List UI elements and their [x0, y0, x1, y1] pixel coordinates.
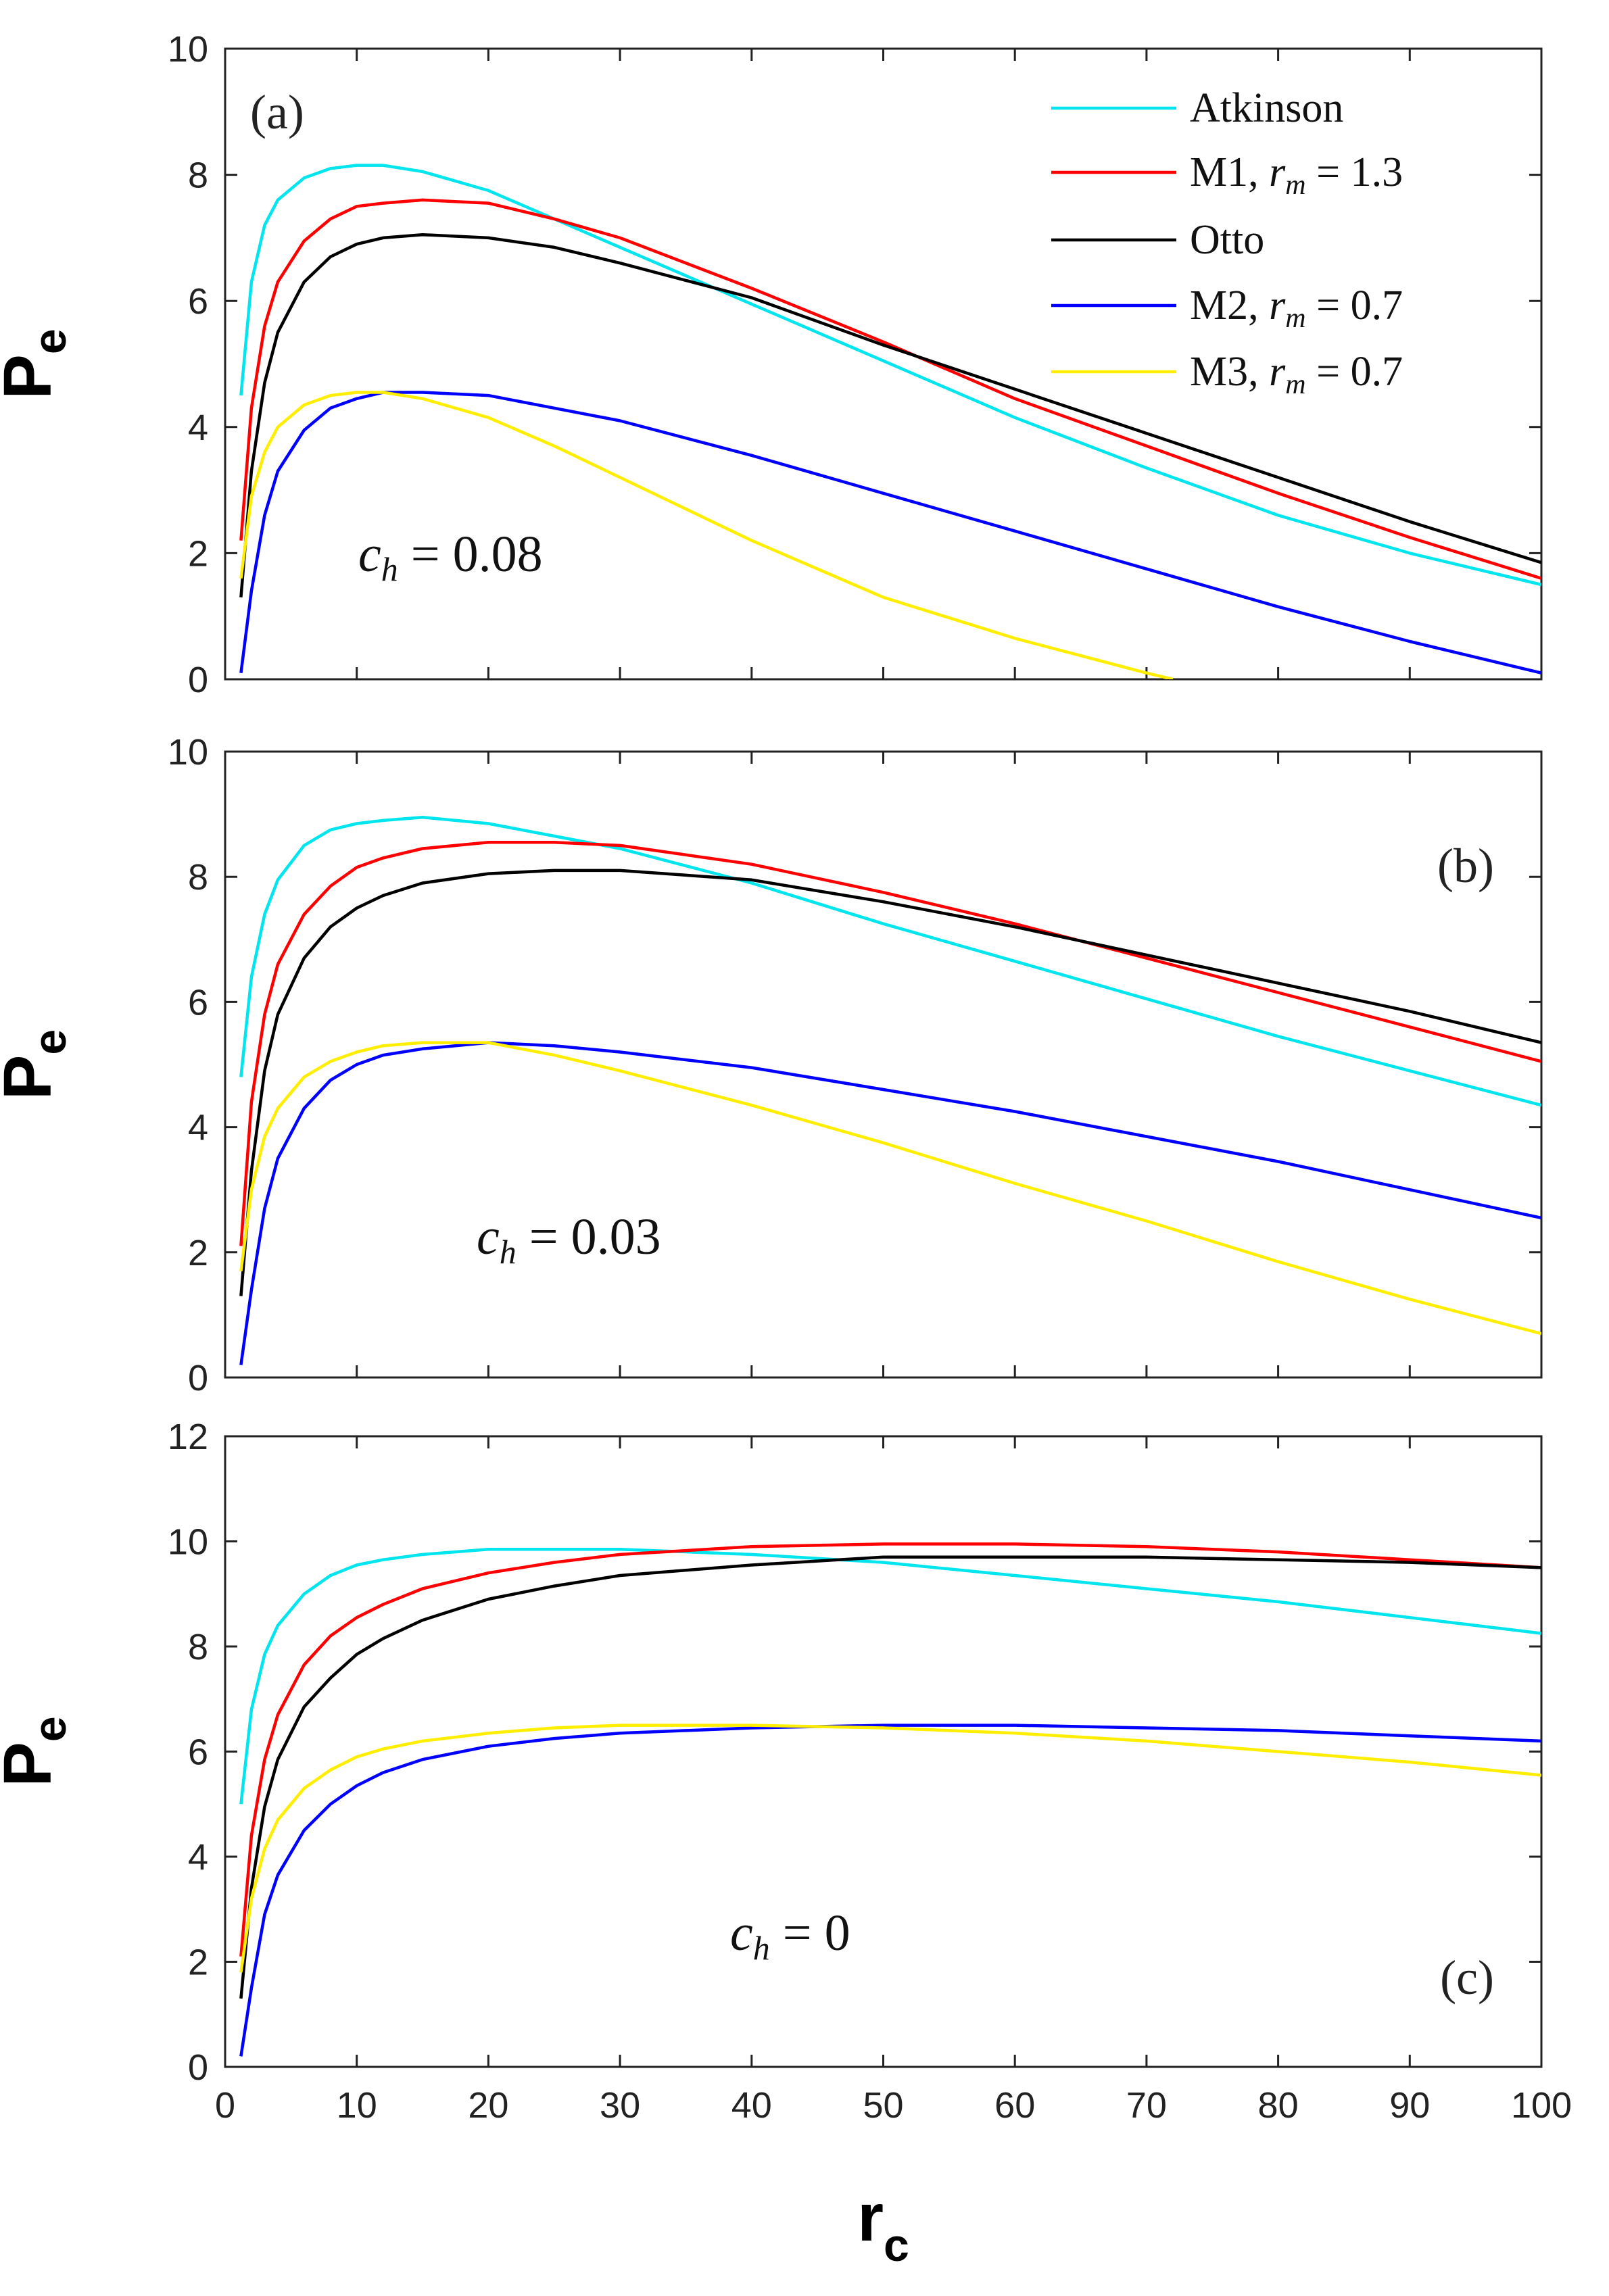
legend-var: r	[1269, 149, 1286, 195]
x-axis-title-main: r	[857, 2180, 884, 2255]
annot-var: c	[730, 1905, 753, 1961]
series-line-m3	[239, 1724, 1541, 1973]
legend-label: Otto	[1190, 217, 1264, 263]
panel-letter: (c)	[1440, 1951, 1494, 2005]
annot-value: = 0	[770, 1905, 850, 1961]
legend-label: M2,	[1190, 283, 1269, 328]
series-line-m2	[239, 391, 1541, 675]
y-tick-label: 10	[168, 1522, 208, 1563]
y-tick-label: 2	[188, 533, 208, 574]
panel-b: 0 2 4 6 8 10 Pe ch = 0.03 (b)	[0, 732, 1543, 1398]
series-line-otto	[239, 233, 1541, 597]
x-tick-label: 0	[215, 2085, 235, 2126]
x-axis-title-sub: c	[884, 2220, 909, 2271]
x-tick-label: 80	[1258, 2085, 1299, 2126]
x-axis-title: rc	[857, 2180, 909, 2271]
plot-frame	[224, 750, 1543, 1379]
series-line-atkinson	[239, 164, 1541, 587]
y-axis-title: Pe	[0, 1029, 76, 1100]
legend-var: r	[1269, 349, 1286, 395]
y-axis-title-main: P	[0, 354, 66, 399]
legend-label: M1,	[1190, 149, 1269, 195]
x-tick-label: 100	[1511, 2085, 1572, 2126]
plot-frame	[224, 47, 1543, 681]
y-tick-label: 10	[168, 29, 208, 70]
y-axis-title-sub: e	[24, 1029, 76, 1055]
series-line-otto	[239, 869, 1541, 1296]
legend-entry: Otto	[1190, 217, 1264, 263]
x-tick-label: 40	[731, 2085, 772, 2126]
y-axis-title-main: P	[0, 1055, 66, 1100]
y-axis-title: Pe	[0, 328, 76, 399]
annot-sub: h	[381, 550, 398, 588]
legend-label: Atkinson	[1190, 85, 1343, 131]
y-tick-label: 0	[188, 2047, 208, 2088]
legend-entry: M1, rm = 1.3	[1190, 149, 1403, 201]
legend-value: = 0.7	[1306, 349, 1403, 395]
y-axis-title: Pe	[0, 1716, 76, 1787]
legend-value: = 1.3	[1306, 149, 1403, 195]
x-tick-label: 70	[1126, 2085, 1167, 2126]
x-tick-label: 20	[468, 2085, 508, 2126]
legend-entry: M2, rm = 0.7	[1190, 283, 1403, 334]
series-line-m3	[239, 1041, 1541, 1336]
plot-frame	[224, 1435, 1543, 2068]
legend-value: = 0.7	[1306, 283, 1403, 328]
x-tick-label: 10	[337, 2085, 377, 2126]
y-tick-label: 0	[188, 660, 208, 700]
y-tick-label: 4	[188, 1108, 208, 1148]
legend-var: r	[1269, 283, 1286, 328]
legend-sub: m	[1285, 170, 1305, 201]
ch-annotation: ch = 0	[730, 1905, 850, 1967]
x-tick-label: 90	[1389, 2085, 1430, 2126]
annot-value: = 0.08	[398, 526, 543, 583]
y-tick-label: 8	[188, 155, 208, 196]
y-axis-title-main: P	[0, 1742, 66, 1787]
series-line-m3	[239, 391, 1174, 679]
x-tick-label: 30	[600, 2085, 640, 2126]
y-tick-label: 6	[188, 281, 208, 322]
y-axis-title-sub: e	[24, 1716, 76, 1742]
legend-label: M3,	[1190, 349, 1269, 395]
ch-annotation: ch = 0.08	[358, 526, 543, 588]
series-line-atkinson	[239, 815, 1541, 1107]
y-tick-label: 12	[168, 1417, 208, 1457]
legend-sub: m	[1285, 303, 1305, 334]
y-tick-label: 8	[188, 1627, 208, 1667]
annot-sub: h	[753, 1929, 770, 1967]
legend-entry: M3, rm = 0.7	[1190, 349, 1403, 400]
legend-sub: m	[1285, 369, 1305, 400]
annot-value: = 0.03	[517, 1208, 661, 1265]
ch-annotation: ch = 0.03	[477, 1208, 661, 1271]
y-tick-label: 8	[188, 857, 208, 898]
x-tick-label: 50	[863, 2085, 903, 2126]
panel-letter: (a)	[250, 85, 304, 139]
series-line-m2	[239, 1724, 1541, 2057]
annot-var: c	[477, 1208, 500, 1265]
y-axis-title-sub: e	[24, 328, 76, 354]
panel-c: 0246810120102030405060708090100Pech = 0(…	[0, 1417, 1572, 2271]
series-line-otto	[239, 1555, 1541, 1999]
y-tick-label: 6	[188, 982, 208, 1023]
series-line-m1	[239, 841, 1541, 1246]
y-tick-label: 4	[188, 1837, 208, 1878]
y-tick-label: 0	[188, 1358, 208, 1398]
annot-sub: h	[500, 1233, 517, 1271]
annot-var: c	[358, 526, 381, 583]
legend-entry: Atkinson	[1190, 85, 1343, 131]
y-tick-label: 2	[188, 1943, 208, 1983]
y-tick-label: 4	[188, 408, 208, 448]
series-line-atkinson	[239, 1547, 1541, 1805]
y-tick-label: 10	[168, 732, 208, 773]
series-line-m1	[239, 198, 1541, 580]
series-line-m1	[239, 1542, 1541, 1957]
y-tick-label: 6	[188, 1732, 208, 1773]
y-tick-label: 2	[188, 1233, 208, 1273]
x-tick-label: 60	[994, 2085, 1035, 2126]
panel-letter: (b)	[1437, 839, 1494, 893]
